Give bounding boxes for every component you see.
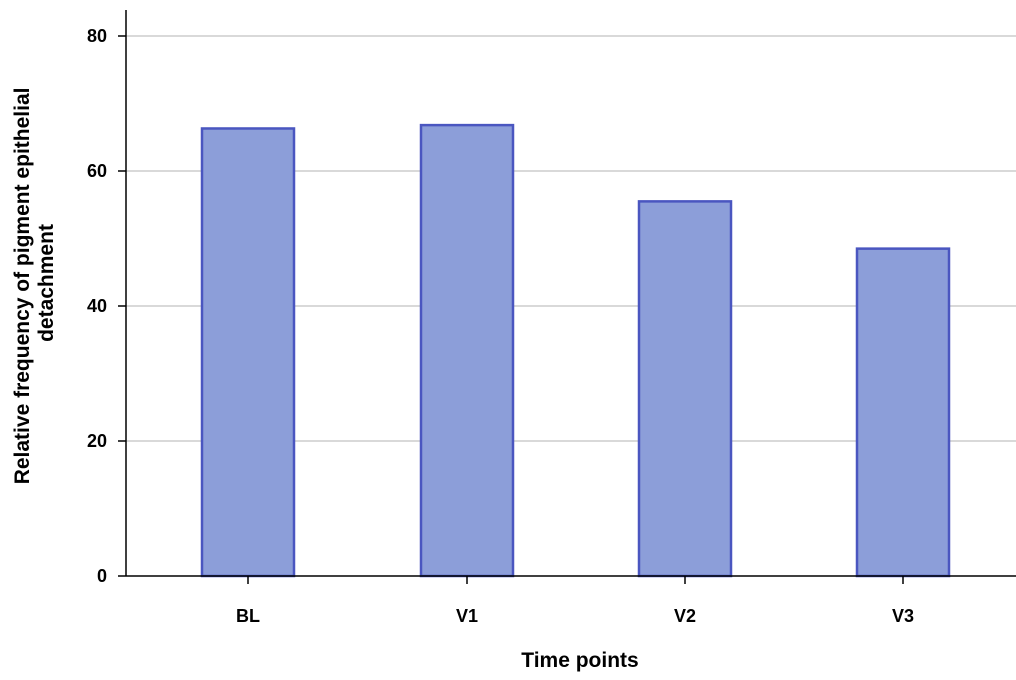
y-ticks: 0 20 40 60 80 (87, 26, 126, 586)
y-tick-label-0: 0 (97, 566, 107, 586)
bar-v1 (419, 123, 515, 578)
bar-v2 (637, 200, 733, 578)
y-axis-title: Relative frequency of pigment epithelial… (11, 82, 58, 485)
x-axis-title: Time points (521, 649, 638, 672)
x-tick-label-v3: V3 (892, 606, 914, 626)
y-tick-label-20: 20 (87, 431, 107, 451)
x-tick-label-v2: V2 (674, 606, 696, 626)
x-tick-label-v1: V1 (456, 606, 478, 626)
bar-v3 (855, 247, 951, 578)
x-ticks: BL V1 V2 V3 (236, 576, 914, 626)
y-axis-title-line-2: detachment (35, 224, 58, 342)
bars (200, 123, 951, 578)
y-tick-label-40: 40 (87, 296, 107, 316)
y-tick-label-80: 80 (87, 26, 107, 46)
axes (125, 10, 1016, 577)
y-tick-label-60: 60 (87, 161, 107, 181)
bar-bl (200, 127, 296, 578)
y-axis-title-line-1: Relative frequency of pigment epithelial (11, 88, 34, 485)
x-tick-label-bl: BL (236, 606, 260, 626)
